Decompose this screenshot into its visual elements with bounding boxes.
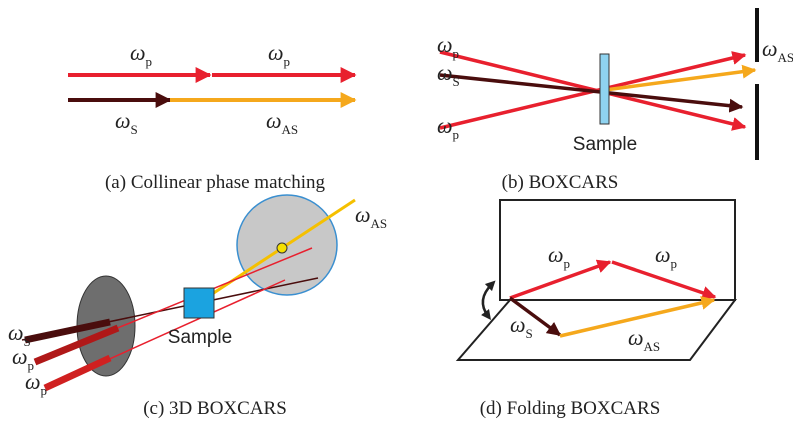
sample: [184, 288, 214, 318]
label: ωAS: [355, 202, 387, 231]
label: ωAS: [762, 36, 793, 65]
spot: [277, 243, 287, 253]
horizontal-plane: [458, 300, 735, 360]
label: ωS: [115, 108, 138, 137]
anti-stokes-beam: [605, 70, 755, 90]
label: ωAS: [266, 108, 298, 137]
pump-beam: [612, 262, 715, 297]
caption: (b) BOXCARS: [502, 172, 619, 193]
label: ωp: [25, 369, 47, 398]
label: ωS: [437, 60, 460, 89]
diagram: ωp ωp ωS ωAS (a) Collinear phase matchin…: [0, 0, 793, 421]
caption: (c) 3D BOXCARS: [143, 398, 287, 419]
label: ωp: [655, 242, 677, 271]
caption: (d) Folding BOXCARS: [480, 398, 661, 419]
label: ωAS: [628, 325, 660, 354]
page: {"panels": [ {"caption": "(a) Collinear …: [0, 0, 793, 421]
label: ωp: [437, 113, 459, 142]
label: ωp: [130, 40, 152, 69]
sample-label: Sample: [168, 327, 232, 348]
fold-arrow: [483, 284, 492, 316]
label: ωp: [548, 242, 570, 271]
vertical-plane: [500, 200, 735, 300]
sample-label: Sample: [573, 134, 637, 155]
label: ωp: [437, 32, 459, 61]
pump-beam: [510, 262, 610, 298]
panel-a: [68, 75, 355, 100]
stokes-beam: [440, 75, 742, 107]
label: ωS: [510, 312, 533, 341]
sample: [600, 54, 609, 124]
caption: (a) Collinear phase matching: [105, 172, 326, 193]
panel-d: [458, 200, 735, 360]
label: ωp: [268, 40, 290, 69]
panel-c: [22, 195, 355, 388]
